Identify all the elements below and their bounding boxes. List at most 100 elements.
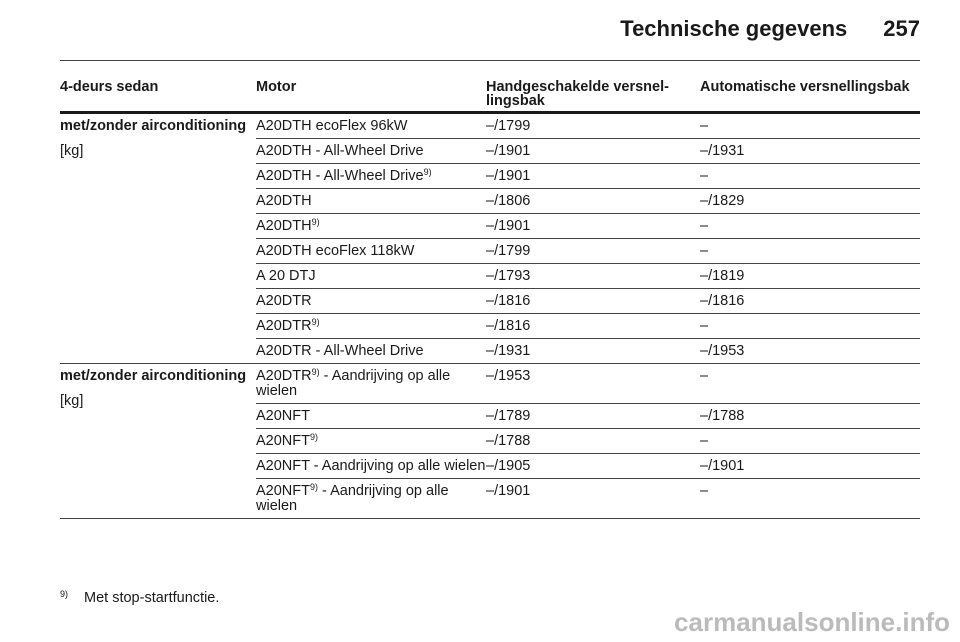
motor-name: A 20 DTJ — [256, 268, 316, 284]
footnote-ref: 9) — [310, 432, 319, 442]
motor-name: A20NFT — [256, 483, 310, 499]
automatic-weight: – — [700, 363, 920, 404]
footnote-ref: 9) — [310, 482, 319, 492]
manual-weight: –/1799 — [486, 238, 700, 264]
motor-name: A20DTR — [256, 368, 312, 384]
motor-cell: A20DTR — [256, 288, 486, 314]
motor-cell: A20DTR - All-Wheel Drive — [256, 338, 486, 364]
footnote-ref: 9) — [311, 317, 320, 327]
motor-cell: A20NFT9) — [256, 428, 486, 454]
manual-weight: –/1793 — [486, 263, 700, 289]
motor-cell: A 20 DTJ — [256, 263, 486, 289]
group-unit: [kg] — [60, 143, 84, 159]
table-header-row: 4-deurs sedan Motor Handgeschakelde vers… — [60, 80, 920, 114]
group-label: met/zonder airconditioning — [60, 368, 247, 384]
table-row: A20NFT –/1789 –/1788 — [60, 403, 920, 429]
table-row: A20NFT9) –/1788– — [60, 428, 920, 454]
group-label-cell: met/zonder airconditioning [kg] — [60, 112, 256, 364]
manual-weight: –/1788 — [486, 428, 700, 454]
manual-weight: –/1901 — [486, 138, 700, 164]
motor-name: A20DTH - All-Wheel Drive — [256, 168, 424, 184]
manual-weight: –/1799 — [486, 112, 700, 139]
manual-weight: –/1901 — [486, 163, 700, 189]
motor-suffix: - Aandrijving op alle wielen — [256, 368, 451, 399]
motor-cell: A20DTH - All-Wheel Drive — [256, 138, 486, 164]
manual-weight: –/1806 — [486, 188, 700, 214]
table-row: A20DTR –/1816 –/1816 — [60, 288, 920, 314]
automatic-weight: – — [700, 213, 920, 239]
col-header-motor: Motor — [256, 80, 486, 114]
table-row: A20DTH9) –/1901– — [60, 213, 920, 239]
table-row: A20DTH - All-Wheel Drive –/1901 –/1931 — [60, 138, 920, 164]
motor-name: A20NFT - Aandrijving op alle wielen — [256, 458, 486, 474]
col-header-automatic: Automatische versnellingsbak — [700, 80, 920, 114]
table-row: met/zonder airconditioning [kg] A20DTR9) -… — [60, 363, 920, 519]
footnote-text: Met stop-startfunctie. — [84, 590, 220, 606]
automatic-weight: –/1931 — [700, 138, 920, 164]
motor-name: A20DTR - All-Wheel Drive — [256, 343, 424, 359]
automatic-weight: – — [700, 313, 920, 339]
watermark: carmanualsonline.info — [674, 607, 950, 637]
automatic-weight: – — [700, 478, 920, 519]
table-row: A 20 DTJ –/1793 –/1819 — [60, 263, 920, 289]
automatic-weight: –/1953 — [700, 338, 920, 364]
table-row: A20DTR9) –/1816– — [60, 313, 920, 339]
footnote: 9) Met stop-startfunctie. — [60, 589, 220, 607]
motor-cell: A20DTR9) - Aandrijving op alle wielen — [256, 363, 486, 404]
motor-name: A20DTH — [256, 218, 312, 234]
automatic-weight: –/1816 — [700, 288, 920, 314]
motor-cell: A20DTH ecoFlex 96kW — [256, 112, 486, 139]
motor-name: A20NFT — [256, 433, 310, 449]
table-row: A20NFT - Aandrijving op alle wielen –/190… — [60, 453, 920, 479]
motor-cell: A20DTH ecoFlex 118kW — [256, 238, 486, 264]
manual-weight: –/1789 — [486, 403, 700, 429]
automatic-weight: – — [700, 428, 920, 454]
weight-table: 4-deurs sedan Motor Handgeschakelde vers… — [60, 80, 920, 519]
automatic-weight: – — [700, 112, 920, 139]
table-row: A20DTH ecoFlex 118kW –/1799– — [60, 238, 920, 264]
table-row: A20DTH –/1806 –/1829 — [60, 188, 920, 214]
motor-cell: A20NFT - Aandrijving op alle wielen — [256, 453, 486, 479]
motor-cell: A20DTR9) — [256, 313, 486, 339]
automatic-weight: – — [700, 163, 920, 189]
automatic-weight: –/1788 — [700, 403, 920, 429]
manual-weight: –/1816 — [486, 313, 700, 339]
motor-name: A20DTH - All-Wheel Drive — [256, 143, 424, 159]
manual-weight: –/1905 — [486, 453, 700, 479]
footnote-ref: 9) — [311, 217, 320, 227]
footnote-ref: 9) — [423, 167, 432, 177]
page-number: 257 — [883, 16, 920, 41]
automatic-weight: – — [700, 238, 920, 264]
group-label-cell: met/zonder airconditioning [kg] — [60, 363, 256, 519]
table-row: met/zonder airconditioning [kg] A20DTH eco… — [60, 112, 920, 364]
motor-name: A20DTH ecoFlex 118kW — [256, 243, 415, 259]
motor-cell: A20DTH — [256, 188, 486, 214]
automatic-weight: –/1829 — [700, 188, 920, 214]
motor-suffix: - Aandrijving op alle wielen — [256, 483, 449, 514]
motor-cell: A20NFT — [256, 403, 486, 429]
manual-weight: –/1816 — [486, 288, 700, 314]
motor-name: A20DTH ecoFlex 96kW — [256, 118, 408, 134]
motor-cell: A20DTH9) — [256, 213, 486, 239]
automatic-weight: –/1819 — [700, 263, 920, 289]
motor-name: A20DTR — [256, 293, 312, 309]
motor-name: A20NFT — [256, 408, 310, 424]
group-unit: [kg] — [60, 393, 84, 409]
col-header-body: 4-deurs sedan — [60, 80, 256, 114]
col-header-manual: Handgeschakelde versnel-lingsbak — [486, 80, 700, 114]
motor-name: A20DTH — [256, 193, 312, 209]
header-rule — [60, 60, 920, 61]
manual-weight: –/1901 — [486, 478, 700, 519]
table-row: A20NFT9) - Aandrijving op alle wielen –/1… — [60, 478, 920, 519]
group-label: met/zonder airconditioning — [60, 118, 247, 134]
motor-name: A20DTR — [256, 318, 312, 334]
manual-weight: –/1953 — [486, 363, 700, 404]
footnote-marker: 9) — [60, 589, 69, 599]
manual-weight: –/1931 — [486, 338, 700, 364]
motor-cell: A20DTH - All-Wheel Drive9) — [256, 163, 486, 189]
manual-weight: –/1901 — [486, 213, 700, 239]
footnote-ref: 9) — [311, 367, 320, 377]
page-title: Technische gegevens — [620, 16, 848, 41]
table-row: A20DTH - All-Wheel Drive9) –/1901– — [60, 163, 920, 189]
page-header: Technische gegevens 257 — [620, 16, 920, 42]
